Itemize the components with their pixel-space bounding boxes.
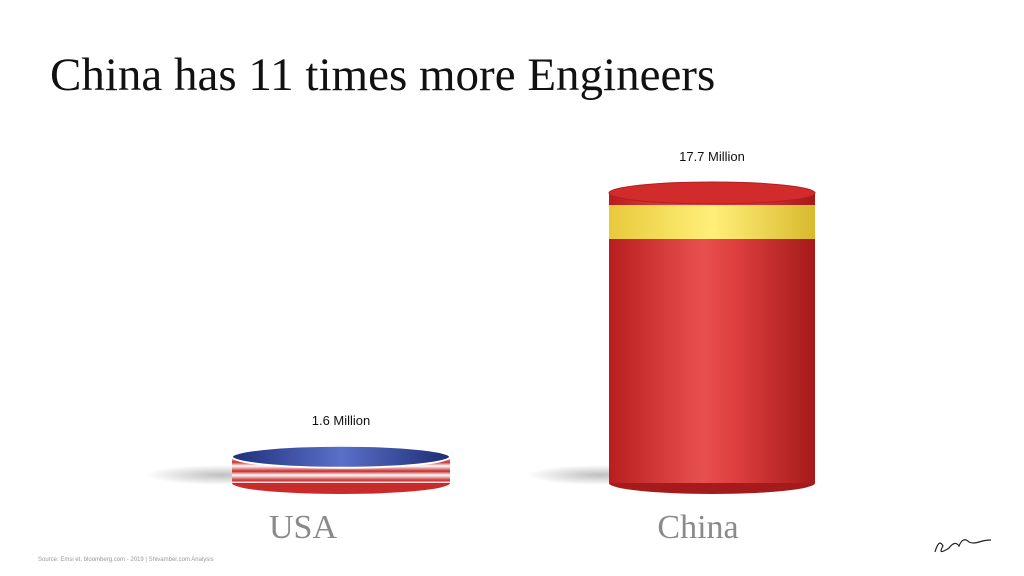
signature <box>934 539 992 553</box>
bar <box>609 193 815 483</box>
cylinder-top <box>608 181 816 205</box>
flag-band <box>609 205 815 239</box>
value-label: 17.7 Million <box>679 149 745 164</box>
cylinder-top <box>231 444 451 469</box>
value-label: 1.6 Million <box>312 413 371 428</box>
category-label: USA <box>269 509 337 546</box>
category-label: China <box>657 509 738 546</box>
source-note: Source: Emsi et, bloomberg.com - 2019 | … <box>38 557 214 563</box>
chart-title: China has 11 times more Engineers <box>50 49 715 101</box>
